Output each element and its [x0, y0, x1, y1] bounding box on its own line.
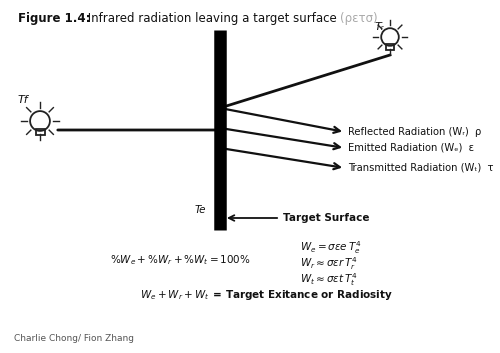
Text: $W_t \approx \sigma\varepsilon t\,T_t^4$: $W_t \approx \sigma\varepsilon t\,T_t^4$: [300, 271, 358, 288]
Text: Tᵣ: Tᵣ: [375, 22, 384, 32]
Text: Transmitted Radiation (Wₜ)  τ: Transmitted Radiation (Wₜ) τ: [348, 163, 494, 173]
Bar: [386, 44, 394, 50]
Text: $W_e = \sigma\varepsilon e\,T_e^4$: $W_e = \sigma\varepsilon e\,T_e^4$: [300, 240, 362, 256]
Text: Charlie Chong/ Fion Zhang: Charlie Chong/ Fion Zhang: [14, 334, 134, 343]
Text: $\%W_e + \%W_r + \%W_t = 100\%$: $\%W_e + \%W_r + \%W_t = 100\%$: [110, 253, 251, 267]
Text: Infrared radiation leaving a target surface: Infrared radiation leaving a target surf…: [84, 12, 340, 25]
Bar: [36, 129, 44, 136]
Text: $W_r \approx \sigma\varepsilon r\,T_r^4$: $W_r \approx \sigma\varepsilon r\,T_r^4$: [300, 256, 358, 273]
Text: Emitted Radiation (Wₑ)  ε: Emitted Radiation (Wₑ) ε: [348, 143, 474, 153]
Text: Target Surface: Target Surface: [283, 213, 370, 223]
Text: Tf: Tf: [18, 95, 28, 105]
Text: Te: Te: [195, 205, 206, 215]
Text: Figure 1.4:: Figure 1.4:: [18, 12, 90, 25]
Text: (ρετσ): (ρετσ): [340, 12, 378, 25]
Text: $W_e + W_r + W_t\,$ = Target Exitance or Radiosity: $W_e + W_r + W_t\,$ = Target Exitance or…: [140, 288, 393, 302]
Text: Reflected Radiation (Wᵣ)  ρ: Reflected Radiation (Wᵣ) ρ: [348, 127, 481, 137]
